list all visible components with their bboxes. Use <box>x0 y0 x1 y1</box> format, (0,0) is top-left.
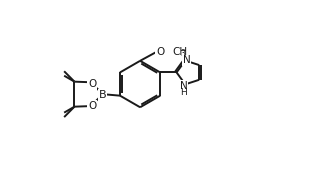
Text: 3: 3 <box>181 49 186 58</box>
Text: B: B <box>99 90 107 100</box>
Text: N: N <box>183 55 190 65</box>
Text: O: O <box>88 79 96 89</box>
Text: O: O <box>88 101 96 111</box>
Text: CH: CH <box>172 47 187 57</box>
Text: H: H <box>180 88 187 97</box>
Text: N: N <box>180 81 188 91</box>
Text: O: O <box>156 47 165 57</box>
